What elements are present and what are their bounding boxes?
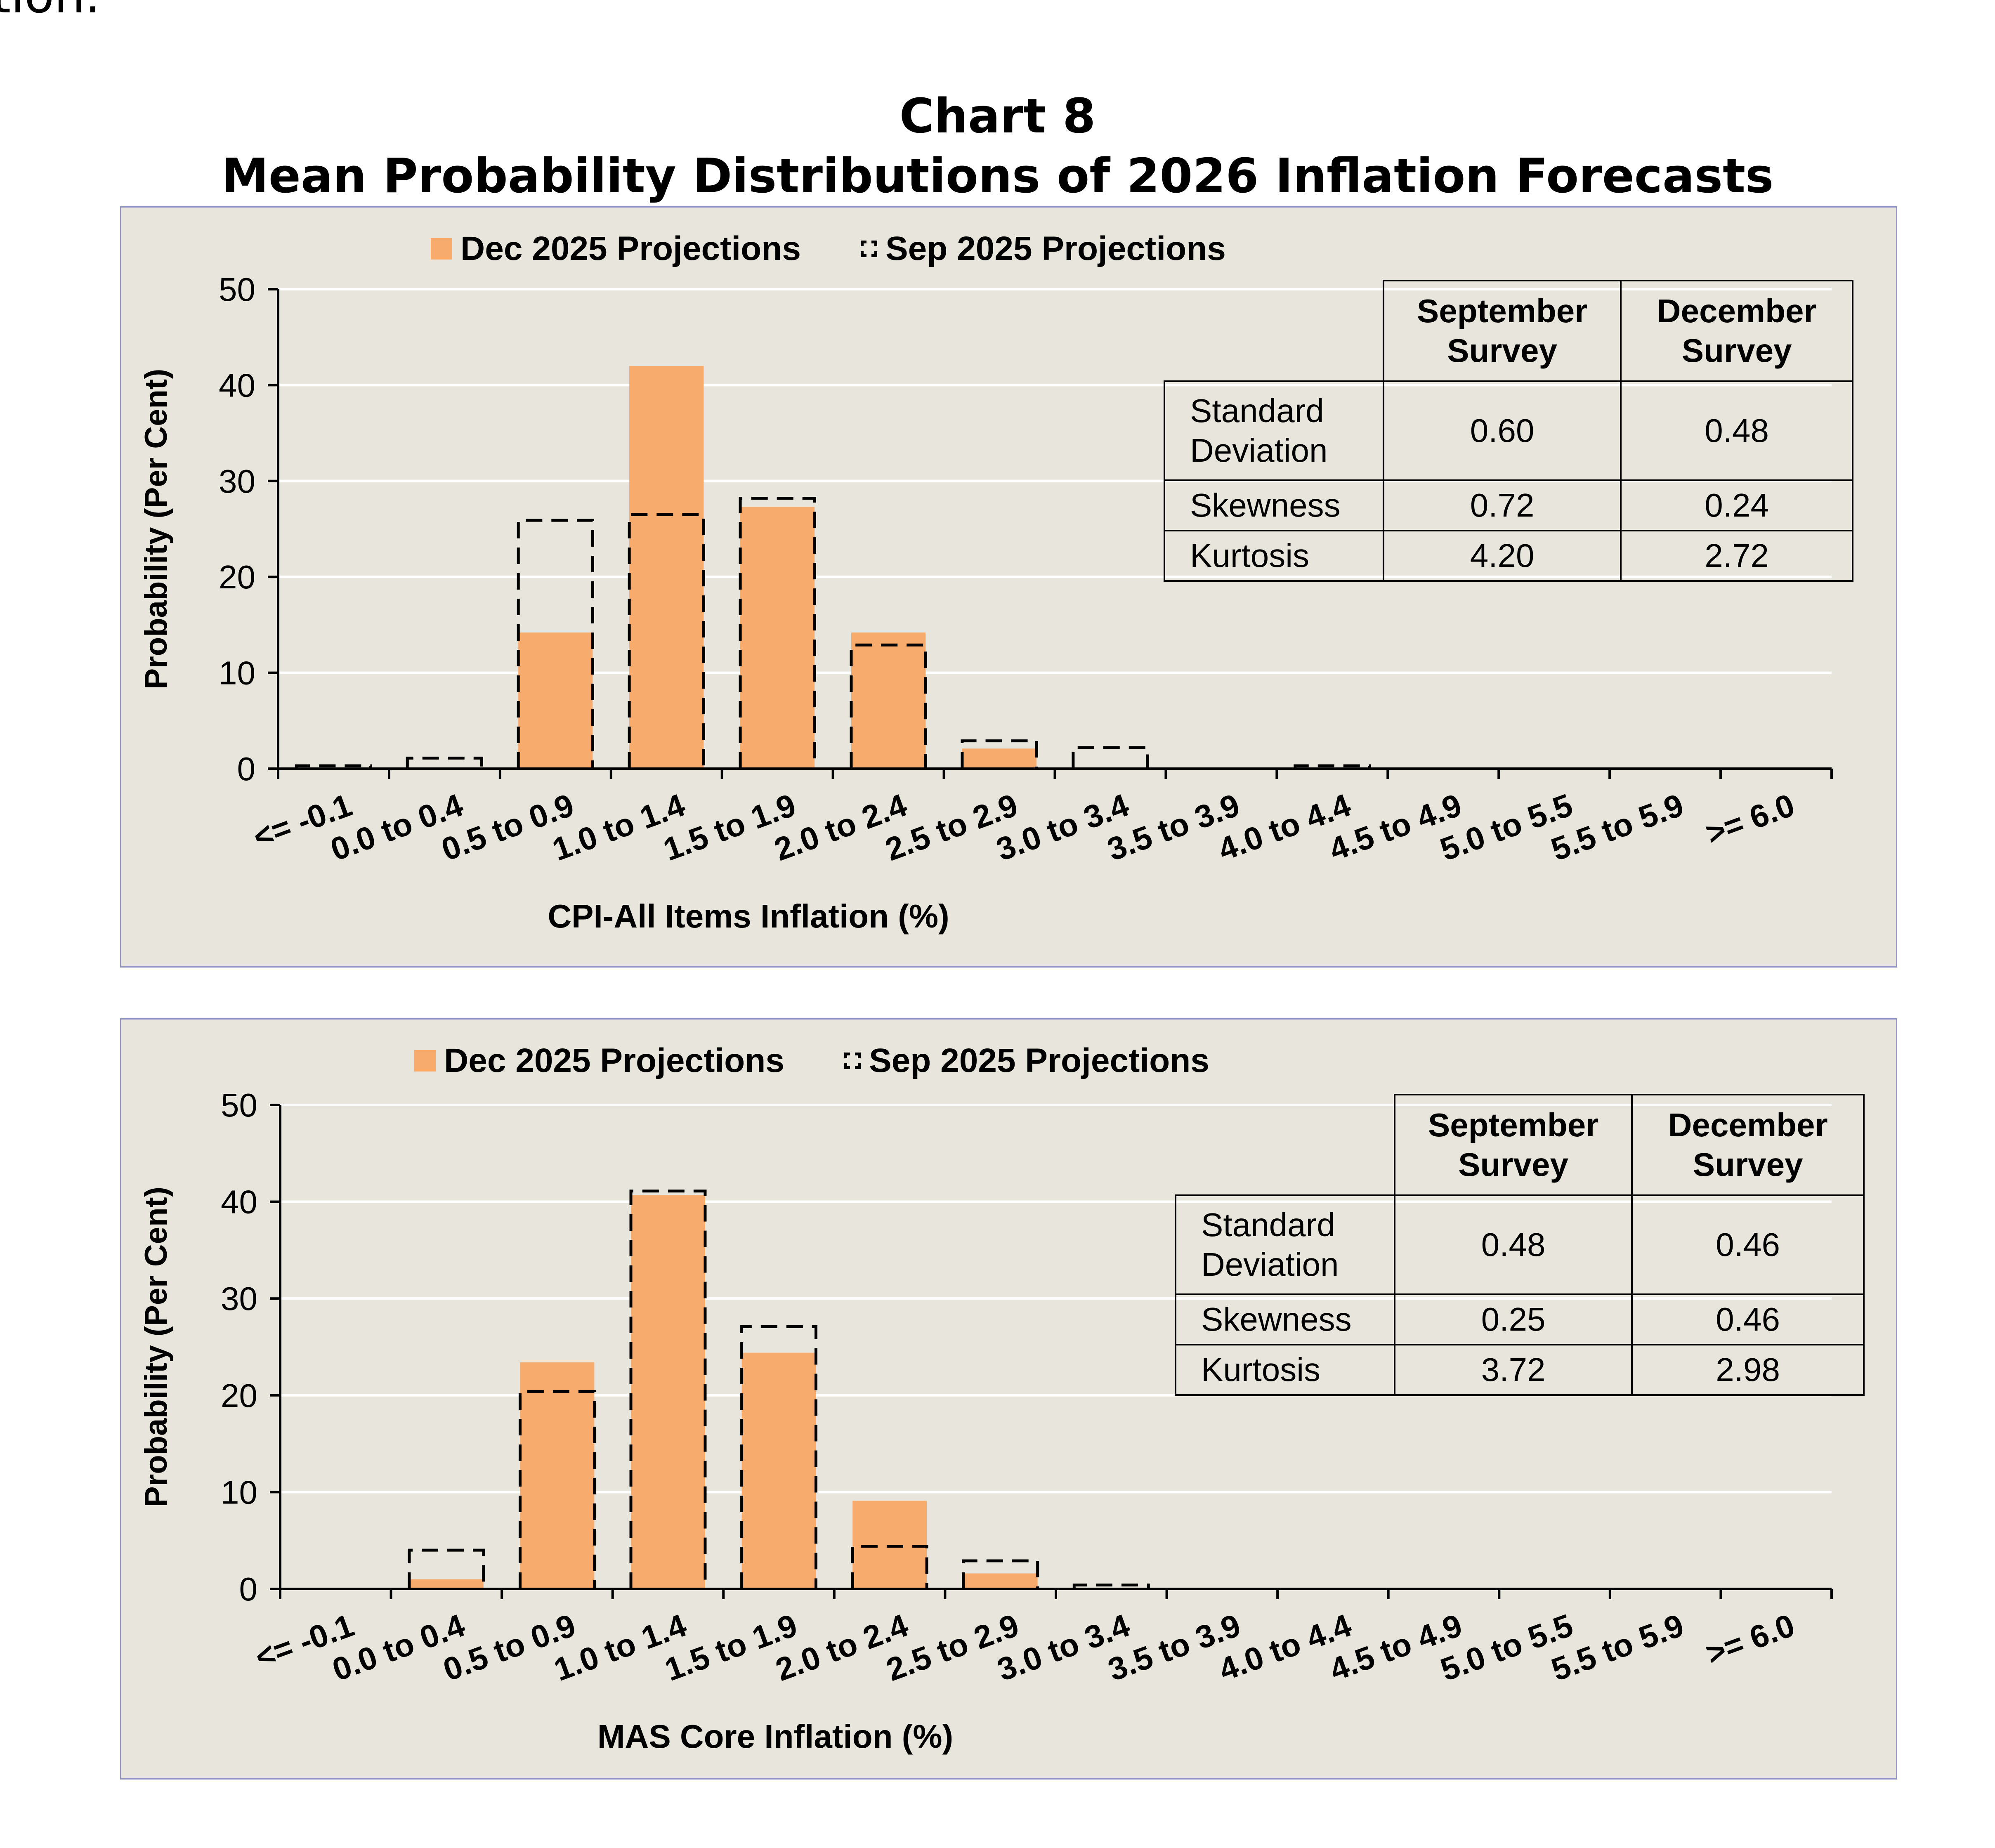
bar-dec-2.5 to 2.9 bbox=[963, 1573, 1038, 1589]
legend-swatch-dec bbox=[414, 1050, 436, 1072]
y-tick-label: 50 bbox=[221, 1087, 257, 1123]
page-text-fragment: tion. bbox=[0, 0, 101, 20]
y-tick-label: 40 bbox=[219, 367, 255, 404]
bar-dec-2.0 to 2.4 bbox=[852, 1501, 927, 1589]
chart-number-title: Chart 8 bbox=[899, 89, 1096, 144]
core-chart-panel: 0 10 20 30 40 50 Probability (Per Cent) <= -0.1… bbox=[120, 1018, 1897, 1780]
y-tick-label: 30 bbox=[221, 1280, 257, 1317]
bar-sep-0.0 to 0.4 bbox=[408, 1548, 485, 1589]
bar-sep-0.5 to 0.9 bbox=[518, 1390, 596, 1589]
bar-sep-0.0 to 0.4 bbox=[406, 756, 483, 769]
stats-header-december: December Survey bbox=[1620, 280, 1853, 382]
legend-swatch-sep bbox=[844, 1053, 861, 1069]
stats-header-september: September Survey bbox=[1393, 1094, 1633, 1196]
stats-header-december: December Survey bbox=[1631, 1094, 1865, 1196]
y-tick-label: 40 bbox=[221, 1184, 257, 1220]
stats-row-label: Standard Deviation bbox=[1175, 1194, 1395, 1295]
bar-sep-1.0 to 1.4 bbox=[629, 1190, 707, 1589]
legend-item-sep: Sep 2025 Projections bbox=[860, 229, 1226, 268]
bar-sep-3.0 to 3.4 bbox=[1072, 1584, 1150, 1589]
cpi-chart-panel: 0 10 20 30 40 50 Probability (Per Cent) <= -0.1… bbox=[120, 206, 1897, 968]
stats-row-label: Skewness bbox=[1175, 1293, 1395, 1345]
bar-sep-2.5 to 2.9 bbox=[962, 1559, 1039, 1589]
stats-row-label: Skewness bbox=[1164, 479, 1384, 531]
legend-label-dec: Dec 2025 Projections bbox=[460, 230, 801, 267]
stats-row-label: Standard Deviation bbox=[1164, 380, 1384, 481]
stats-value: 0.25 bbox=[1393, 1293, 1633, 1345]
y-tick-label: 0 bbox=[237, 751, 256, 787]
stats-value: 2.98 bbox=[1631, 1344, 1865, 1396]
legend-swatch-sep bbox=[860, 241, 877, 257]
bar-dec-0.0 to 0.4 bbox=[409, 1579, 484, 1589]
stats-value: 4.20 bbox=[1382, 530, 1622, 582]
bar-dec-2.5 to 2.9 bbox=[962, 748, 1037, 769]
bar-sep-<= -0.1 bbox=[295, 764, 373, 769]
chart-legend: Dec 2025 Projections Sep 2025 Projection… bbox=[414, 1038, 1269, 1083]
x-tick-label: >= 6.0 bbox=[1701, 1607, 1799, 1672]
bar-sep-1.5 to 1.9 bbox=[739, 497, 816, 769]
bar-dec-1.0 to 1.4 bbox=[629, 366, 704, 769]
stats-value: 0.60 bbox=[1382, 380, 1622, 481]
stats-row-label: Kurtosis bbox=[1175, 1344, 1395, 1396]
stats-value: 0.48 bbox=[1620, 380, 1853, 481]
bar-dec-2.0 to 2.4 bbox=[851, 632, 926, 769]
bar-dec-1.0 to 1.4 bbox=[631, 1195, 705, 1589]
bar-sep-2.0 to 2.4 bbox=[850, 643, 927, 769]
x-tick-label: >= 6.0 bbox=[1701, 786, 1799, 852]
y-tick-label: 20 bbox=[219, 559, 255, 595]
x-axis-title: CPI-All Items Inflation (%) bbox=[548, 898, 949, 935]
y-tick-label: 50 bbox=[219, 271, 255, 308]
y-axis-title: Probability (Per Cent) bbox=[139, 369, 174, 689]
legend-swatch-dec bbox=[431, 238, 452, 260]
legend-item-sep: Sep 2025 Projections bbox=[844, 1041, 1209, 1080]
stats-header-september: September Survey bbox=[1382, 280, 1622, 382]
bar-sep-2.0 to 2.4 bbox=[851, 1545, 928, 1589]
bar-sep-3.0 to 3.4 bbox=[1072, 746, 1149, 769]
bar-sep-4.0 to 4.4 bbox=[1294, 764, 1371, 769]
bar-dec-1.5 to 1.9 bbox=[740, 507, 815, 769]
stats-value: 0.48 bbox=[1393, 1194, 1633, 1295]
y-tick-label: 10 bbox=[221, 1474, 257, 1510]
stats-value: 2.72 bbox=[1620, 530, 1853, 582]
bar-sep-0.5 to 0.9 bbox=[517, 519, 594, 769]
bar-dec-0.5 to 0.9 bbox=[518, 632, 593, 769]
stats-value: 3.72 bbox=[1393, 1344, 1633, 1396]
legend-label-dec: Dec 2025 Projections bbox=[444, 1042, 784, 1079]
bar-sep-1.5 to 1.9 bbox=[740, 1325, 818, 1589]
bar-sep-1.0 to 1.4 bbox=[628, 513, 705, 769]
bar-dec-1.5 to 1.9 bbox=[741, 1352, 816, 1589]
stats-value: 0.72 bbox=[1382, 479, 1622, 531]
y-axis-title: Probability (Per Cent) bbox=[139, 1187, 174, 1507]
bar-dec-0.5 to 0.9 bbox=[520, 1362, 595, 1589]
legend-item-dec: Dec 2025 Projections bbox=[414, 1041, 784, 1080]
chart-legend: Dec 2025 Projections Sep 2025 Projection… bbox=[431, 226, 1286, 271]
legend-label-sep: Sep 2025 Projections bbox=[885, 230, 1226, 267]
stats-row-label: Kurtosis bbox=[1164, 530, 1384, 582]
bar-sep-2.5 to 2.9 bbox=[961, 739, 1038, 769]
legend-label-sep: Sep 2025 Projections bbox=[869, 1042, 1209, 1079]
stats-table: September Survey December Survey Standar… bbox=[1175, 1094, 1865, 1396]
y-tick-label: 20 bbox=[221, 1377, 257, 1414]
y-tick-label: 10 bbox=[219, 655, 255, 692]
chart-main-title: Mean Probability Distributions of 2026 I… bbox=[221, 149, 1774, 204]
y-tick-label: 30 bbox=[219, 463, 255, 500]
stats-value: 0.46 bbox=[1631, 1194, 1865, 1295]
stats-value: 0.24 bbox=[1620, 479, 1853, 531]
x-axis-title: MAS Core Inflation (%) bbox=[597, 1718, 953, 1755]
y-tick-label: 0 bbox=[239, 1571, 258, 1607]
stats-value: 0.46 bbox=[1631, 1293, 1865, 1345]
stats-table: September Survey December Survey Standar… bbox=[1164, 280, 1853, 582]
legend-item-dec: Dec 2025 Projections bbox=[431, 229, 801, 268]
